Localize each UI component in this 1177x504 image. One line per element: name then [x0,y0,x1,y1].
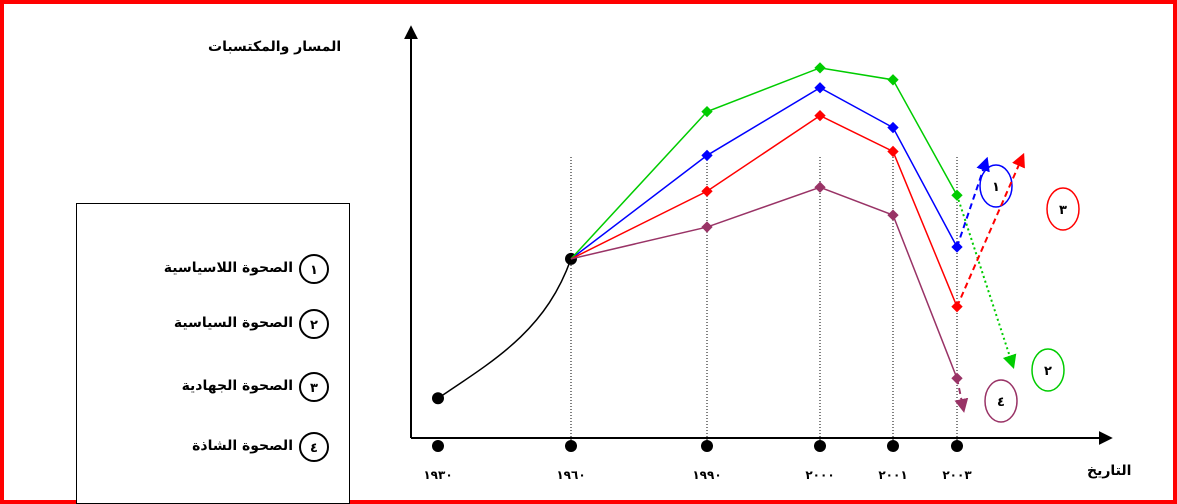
x-tick-label: ١٩٦٠ [556,468,586,482]
legend-number-circle: ٣ [299,372,329,402]
series-4-end-circle [984,379,1018,423]
x-tick-label: ١٩٩٠ [692,468,722,482]
legend-item-political: الصحوة السياسية ٢ [77,309,349,343]
x-tick-dot [565,440,577,452]
series-1-end-label: ١ [992,180,1000,195]
start-point-1930 [432,392,444,405]
series-3-end-label: ٣ [1059,203,1067,218]
series-2-point [887,74,899,86]
series-line-1 [570,86,958,260]
x-tick-dot [432,440,444,452]
series-2-end-circle [1031,348,1065,392]
legend-item-apolitical: الصحوة اللاسياسية ١ [77,254,349,288]
series-1-point [701,149,713,162]
x-tick-label: ٢٠٠٣ [942,468,972,482]
x-tick-label: ١٩٣٠ [423,468,453,482]
legend-label: الصحوة السياسية [173,315,293,331]
x-tick-label: ٢٠٠١ [878,468,908,482]
series-2-trend-arrow [956,194,1017,370]
series-3-trend-arrow [956,152,1025,308]
shared-path-curve [437,258,572,399]
series-3-point [814,109,826,122]
series-4-trend-arrow [954,378,969,413]
x-tick-dot [701,440,713,452]
series-1-end-circle [979,164,1013,208]
series-4-point [887,209,899,221]
series-line-4 [570,186,958,379]
x-tick-dot [814,440,826,452]
x-axis-title: التاريخ [1087,463,1132,479]
legend-label: الصحوة الجهادية [181,378,293,394]
legend-number-circle: ٤ [299,432,329,462]
legend: الصحوة اللاسياسية ١ الصحوة السياسية ٢ ال… [76,203,350,504]
series-1-point [814,82,826,94]
legend-label: الصحوة الشاذة [192,438,293,454]
legend-label: الصحوة اللاسياسية [163,260,293,276]
series-3-point [701,185,713,197]
x-tick-dot [951,440,963,452]
legend-item-jihadist: الصحوة الجهادية ٣ [77,372,349,406]
series-3-point [887,145,899,158]
y-axis-title: المسار والمكتسبات [208,39,342,55]
series-line-3 [570,114,958,307]
legend-item-deviant: الصحوة الشاذة ٤ [77,432,349,466]
series-2-end-label: ٢ [1044,364,1052,379]
series-4-point [701,221,713,233]
series-1-trend-arrow [956,156,990,248]
series-4-point [814,181,826,193]
series-3-end-circle [1046,187,1080,231]
x-tick-label: ٢٠٠٠ [805,468,835,482]
legend-number-circle: ١ [299,254,329,284]
series-2-point [814,62,826,74]
series-1-point [887,121,899,134]
legend-number-circle: ٢ [299,309,329,339]
x-tick-dot [887,440,899,452]
series-4-end-label: ٤ [997,395,1005,410]
